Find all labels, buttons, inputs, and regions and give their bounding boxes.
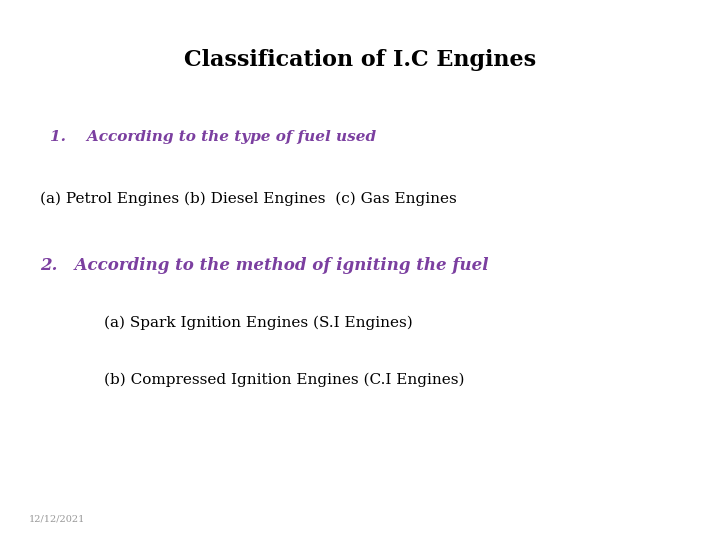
- Text: Classification of I.C Engines: Classification of I.C Engines: [184, 49, 536, 71]
- Text: 12/12/2021: 12/12/2021: [29, 515, 85, 524]
- Text: (b) Compressed Ignition Engines (C.I Engines): (b) Compressed Ignition Engines (C.I Eng…: [104, 373, 465, 387]
- Text: (a) Petrol Engines (b) Diesel Engines  (c) Gas Engines: (a) Petrol Engines (b) Diesel Engines (c…: [40, 192, 456, 206]
- Text: 2.   According to the method of igniting the fuel: 2. According to the method of igniting t…: [40, 256, 488, 273]
- Text: 1.    According to the type of fuel used: 1. According to the type of fuel used: [50, 130, 377, 144]
- Text: (a) Spark Ignition Engines (S.I Engines): (a) Spark Ignition Engines (S.I Engines): [104, 316, 413, 330]
